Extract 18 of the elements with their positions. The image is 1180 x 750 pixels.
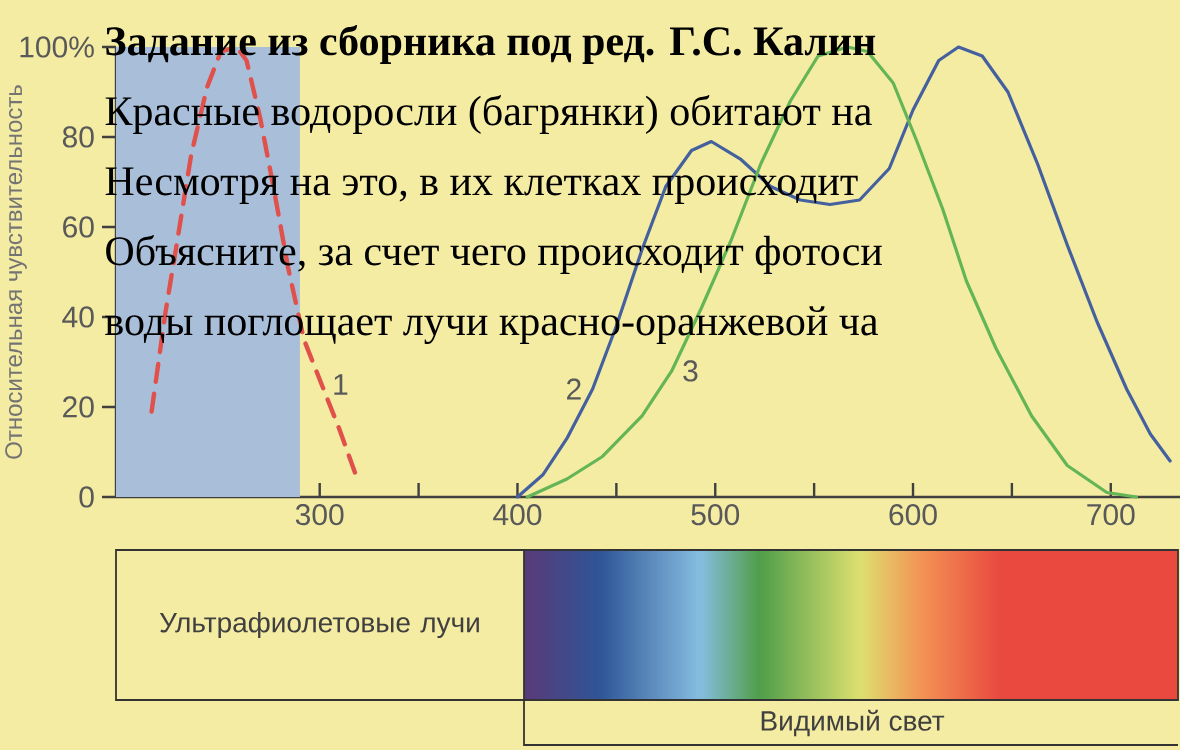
series-label: 1 — [334, 374, 348, 395]
chart-title: Задание из сборника под ред. Г.С. Калин — [106, 24, 876, 64]
y-tick-label: 40 — [62, 306, 94, 328]
x-tick-label: 700 — [1087, 504, 1135, 526]
x-tick-label: 400 — [493, 504, 542, 526]
series-label: 2 — [567, 378, 581, 400]
y-tick-label: 0 — [79, 486, 94, 508]
series-label: 3 — [683, 360, 698, 382]
text: Ультрафиолетовые лучи — [159, 611, 479, 639]
x-tick-label: 300 — [295, 504, 344, 526]
x-tick-label: 500 — [691, 504, 740, 526]
y-tick-label: 20 — [63, 396, 94, 418]
text: Видимый свет — [761, 709, 945, 737]
y-tick-label: 80 — [62, 126, 94, 148]
y-tick-label: 100% — [20, 36, 94, 58]
y-axis-title: Относительная чувствительность — [5, 85, 27, 459]
x-tick-label: 600 — [889, 504, 937, 526]
y-tick-label: 60 — [63, 216, 94, 238]
